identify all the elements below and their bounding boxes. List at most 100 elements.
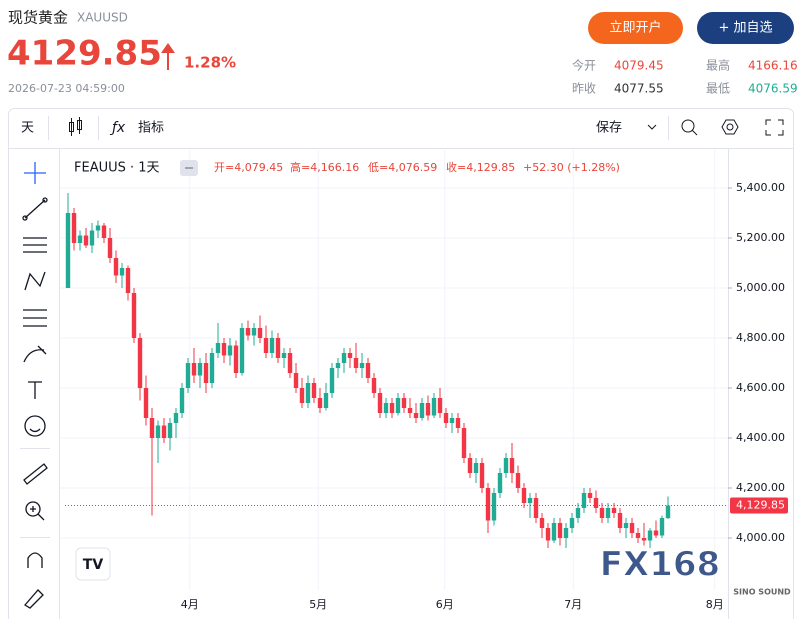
candle-body bbox=[287, 353, 293, 373]
candle-body bbox=[545, 528, 551, 541]
legend-high: 高=4,166.16 bbox=[290, 160, 359, 174]
interval-button[interactable]: 天 bbox=[21, 121, 34, 136]
candle-body bbox=[347, 353, 353, 358]
candle-body bbox=[425, 403, 431, 416]
stat-label: 昨收 bbox=[572, 82, 596, 96]
fx-icon: ƒx bbox=[109, 120, 126, 136]
candle-body bbox=[71, 213, 77, 243]
candle-body bbox=[593, 498, 599, 508]
change-pct: 1.28% bbox=[184, 54, 236, 72]
y-tick-label: 5,000.00 bbox=[736, 281, 785, 294]
save-button[interactable]: 保存 bbox=[596, 121, 622, 136]
candle-body bbox=[653, 530, 659, 536]
candle-body bbox=[437, 398, 443, 413]
candle-body bbox=[659, 518, 665, 536]
candle-body bbox=[539, 518, 545, 528]
candle-body bbox=[77, 235, 83, 243]
candle-body bbox=[353, 358, 359, 368]
candle-body bbox=[203, 363, 209, 383]
fullscreen-button[interactable] bbox=[765, 119, 784, 136]
candle-body bbox=[485, 488, 491, 521]
tv-logo-text: TV bbox=[83, 557, 104, 573]
y-tick-label: 4,400.00 bbox=[736, 431, 785, 444]
candle-body bbox=[599, 508, 605, 518]
x-tick-label: 6月 bbox=[436, 598, 454, 611]
candle-body bbox=[131, 293, 137, 338]
symbol: XAUUSD bbox=[77, 11, 128, 25]
stat-value: 4079.45 bbox=[614, 59, 664, 73]
stat-value: 4166.16 bbox=[748, 59, 798, 73]
candle-body bbox=[575, 508, 581, 518]
candle-body bbox=[509, 458, 515, 473]
candle-body bbox=[407, 408, 413, 413]
legend-change: +52.30 (+1.28%) bbox=[523, 161, 620, 174]
candle-body bbox=[617, 513, 623, 528]
indicators-button[interactable]: 指标 bbox=[138, 121, 164, 136]
candle-body bbox=[491, 493, 497, 521]
candle-body bbox=[269, 338, 275, 353]
tv-logo bbox=[75, 547, 111, 581]
candle-body bbox=[497, 473, 503, 493]
candle-body bbox=[623, 523, 629, 528]
candle-body bbox=[665, 505, 671, 519]
candle-body bbox=[83, 235, 89, 246]
stat-value: 4076.59 bbox=[748, 82, 798, 96]
candle-body bbox=[503, 458, 509, 473]
candle-body bbox=[431, 398, 437, 416]
title: 现货黄金 bbox=[8, 9, 68, 27]
candle-body bbox=[281, 353, 287, 358]
stat-label: 最低 bbox=[706, 82, 730, 96]
y-tick-label: 5,400.00 bbox=[736, 181, 785, 194]
candle-body bbox=[401, 398, 407, 408]
candle-body bbox=[467, 458, 473, 473]
candle-body bbox=[647, 530, 653, 541]
y-tick-label: 5,200.00 bbox=[736, 231, 785, 244]
candle-body bbox=[65, 213, 71, 288]
candle-body bbox=[329, 368, 335, 393]
candle-body bbox=[275, 338, 281, 358]
watermark: FX168 bbox=[600, 545, 720, 585]
grid bbox=[60, 150, 732, 590]
plot bbox=[65, 193, 728, 548]
candle-body bbox=[215, 343, 221, 353]
candle-body bbox=[335, 363, 341, 368]
watermark-sub: SINO SOUND bbox=[733, 588, 791, 597]
chart-panel bbox=[8, 108, 794, 619]
candle-body bbox=[389, 403, 395, 413]
candle-body bbox=[173, 413, 179, 423]
candle-body bbox=[95, 225, 101, 231]
settings-button[interactable] bbox=[721, 119, 739, 135]
candle-body bbox=[569, 518, 575, 528]
candle-body bbox=[179, 388, 185, 413]
candle-type-button[interactable] bbox=[69, 117, 82, 136]
quick-search-button[interactable] bbox=[681, 119, 698, 136]
legend-low: 低=4,076.59 bbox=[368, 161, 437, 174]
candle-body bbox=[629, 523, 635, 533]
add-watchlist-button[interactable] bbox=[697, 12, 794, 44]
drawing-tools[interactable] bbox=[22, 162, 48, 609]
open-account-button[interactable] bbox=[588, 12, 683, 44]
candle-body bbox=[377, 393, 383, 413]
candle-body bbox=[251, 328, 257, 336]
x-tick-label: 7月 bbox=[564, 598, 582, 611]
candle-body bbox=[341, 353, 347, 363]
candle-body bbox=[149, 418, 155, 438]
candle-body bbox=[527, 498, 533, 503]
candle-body bbox=[443, 413, 449, 423]
candle-body bbox=[89, 230, 95, 246]
candle-body bbox=[587, 493, 593, 498]
candle-body bbox=[125, 268, 131, 293]
candle-body bbox=[239, 328, 245, 373]
candle-body bbox=[551, 523, 557, 541]
stat-value: 4077.55 bbox=[614, 82, 664, 96]
candle-body bbox=[371, 378, 377, 393]
candle-body bbox=[161, 425, 167, 438]
candle-body bbox=[557, 523, 563, 538]
candle-body bbox=[233, 345, 239, 373]
candle-body bbox=[221, 343, 227, 356]
last-price-tag bbox=[730, 497, 788, 514]
candle-body bbox=[317, 398, 323, 408]
candle-body bbox=[359, 363, 365, 368]
candle-body bbox=[521, 488, 527, 503]
